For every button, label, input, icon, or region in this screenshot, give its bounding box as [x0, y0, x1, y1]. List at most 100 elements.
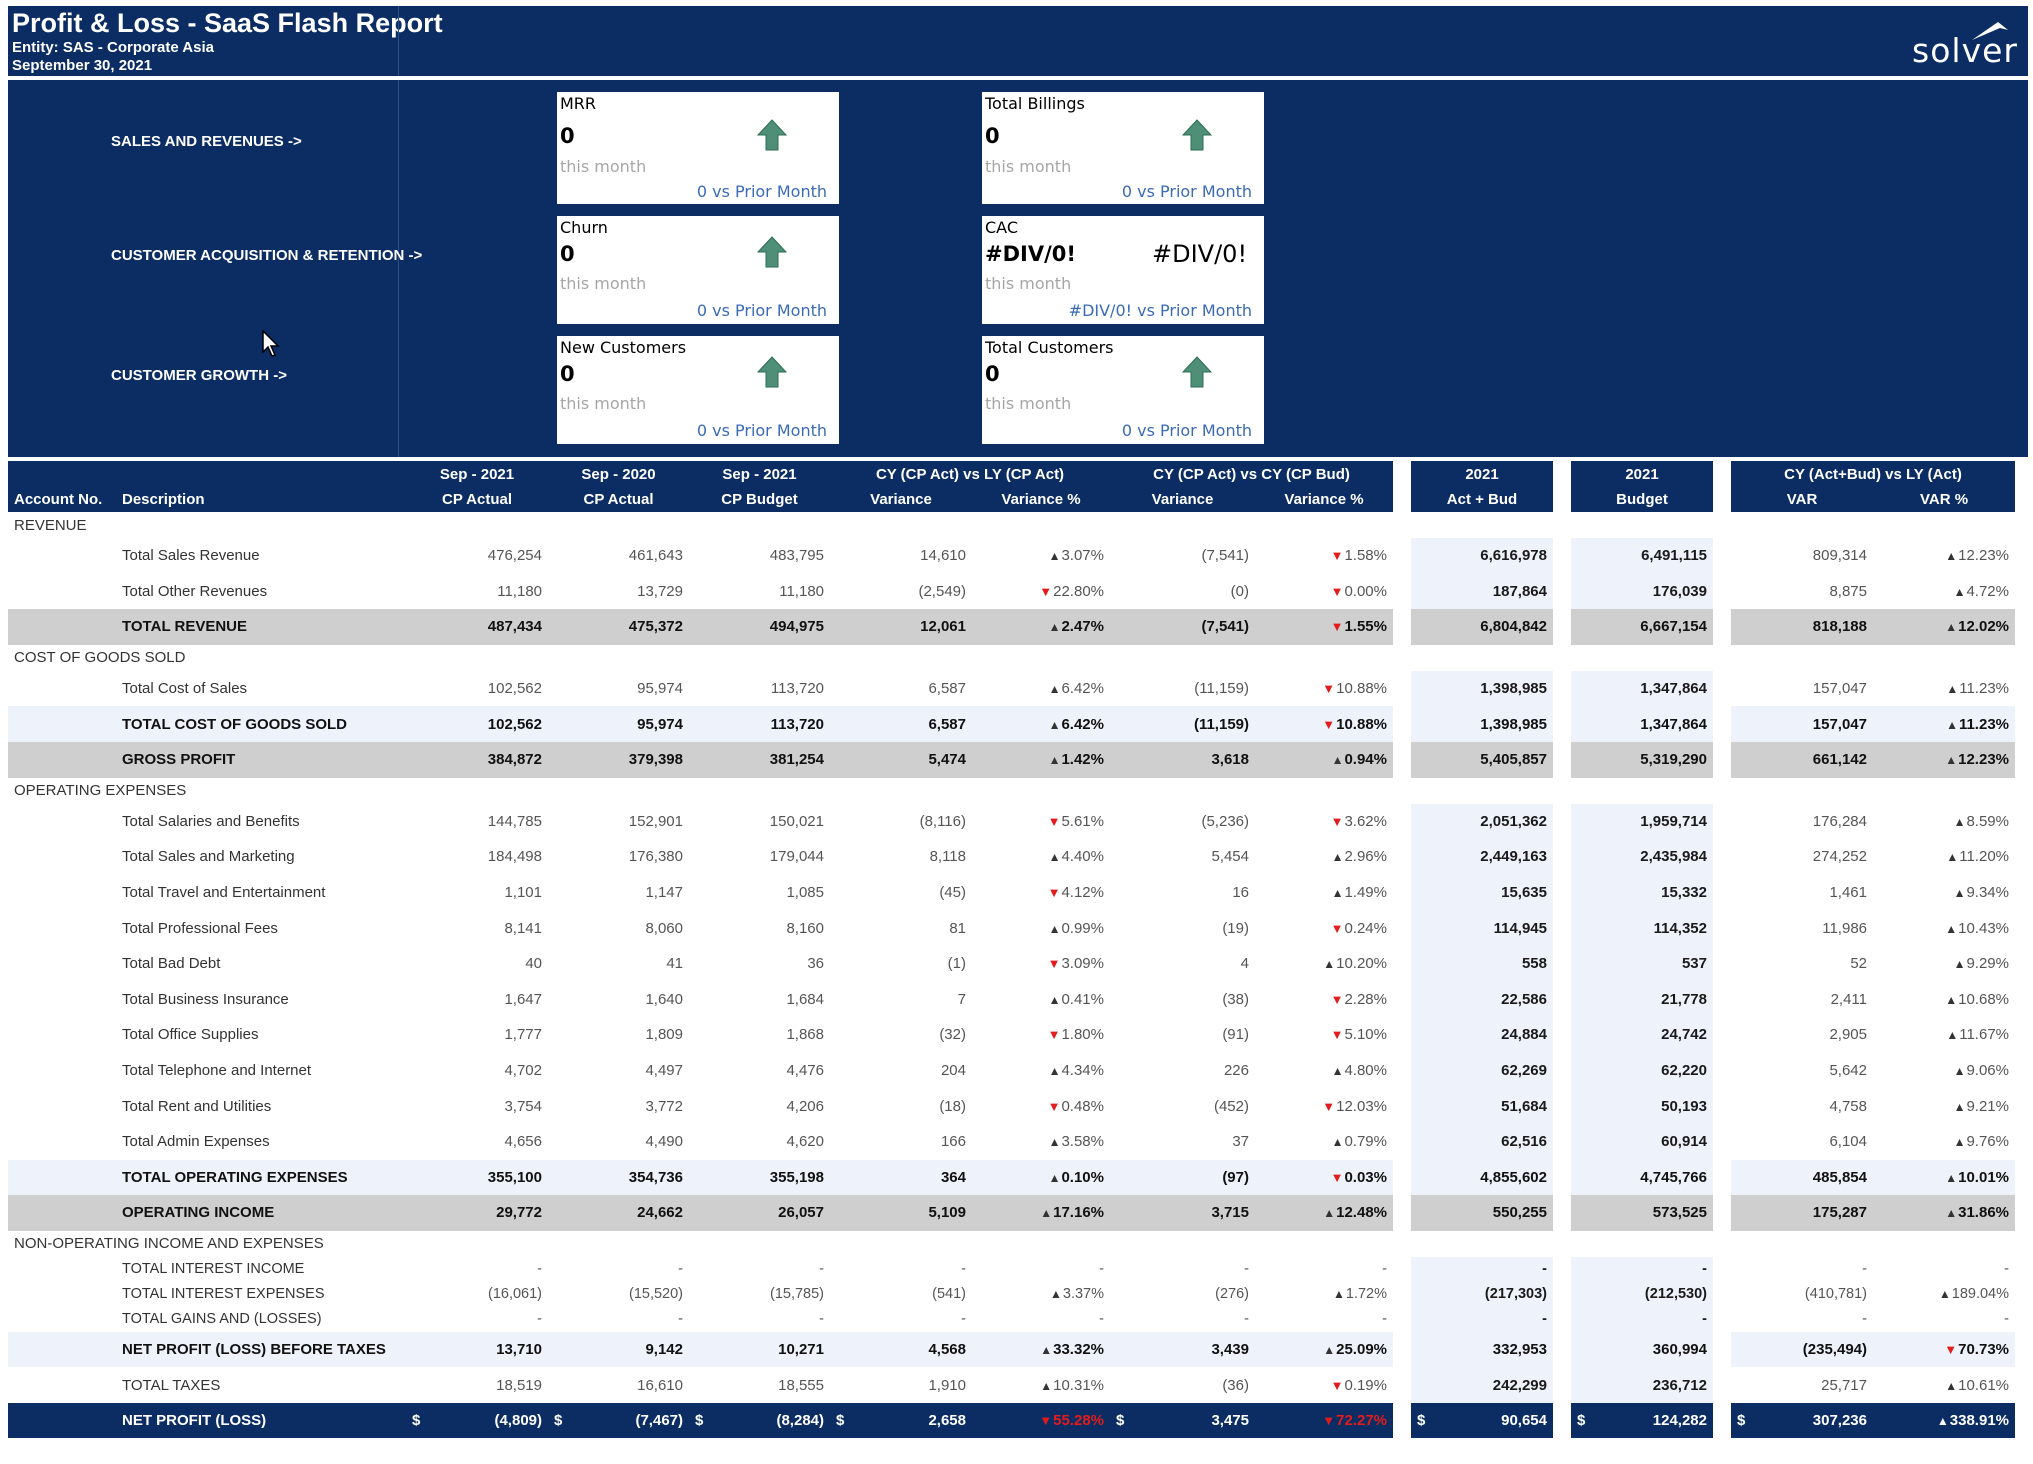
var-cell: 176,284 — [1731, 804, 1873, 840]
value-cell: 476,254 — [406, 538, 548, 574]
category-label: REVENUE — [14, 516, 87, 534]
variance-pct-cell: 12.03% — [1255, 1088, 1393, 1124]
value-cell: (0) — [1110, 574, 1255, 610]
value-text: 13,710 — [496, 1340, 542, 1358]
value-cell: 4,568 — [830, 1331, 972, 1368]
kpi-prior: #DIV/0! vs Prior Month — [1068, 301, 1252, 320]
spacer-cell — [1713, 1088, 1731, 1124]
value-cell: 113,720 — [689, 671, 830, 707]
value-text: 1,809 — [645, 1026, 683, 1044]
value-text: 5,454 — [1211, 848, 1249, 866]
value-text: 1,085 — [786, 884, 824, 902]
value-text: 461,643 — [628, 547, 683, 565]
variance-pct-cell: 33.32% — [972, 1331, 1110, 1368]
value-cell: 3,754 — [406, 1088, 548, 1124]
value-text: - — [1542, 1311, 1547, 1328]
value-cell: 355,100 — [406, 1159, 548, 1196]
value-text: 3,475 — [1211, 1412, 1249, 1430]
value-cell: 3,439 — [1110, 1331, 1255, 1368]
value-text: - — [819, 1311, 824, 1328]
value-text: (217,303) — [1484, 1286, 1547, 1303]
value-text: 124,282 — [1652, 1412, 1707, 1430]
var-cell: $307,236 — [1731, 1402, 1873, 1439]
table-header-row-2: Account No. Description CP Actual CP Act… — [8, 487, 2015, 512]
kpi-card-new-customers[interactable]: New Customers 0 this month 0 vs Prior Mo… — [557, 336, 839, 444]
value-text: (7,467) — [635, 1412, 683, 1430]
value-cell: (18) — [830, 1088, 972, 1124]
value-cell: 13,710 — [406, 1331, 548, 1368]
variance-pct-cell: 0.10% — [972, 1159, 1110, 1196]
account-no-cell — [8, 875, 116, 911]
value-text: 226 — [1223, 1062, 1249, 1080]
value-cell: 7 — [830, 982, 972, 1018]
kpi-card-cac[interactable]: CAC #DIV/0! #DIV/0! this month #DIV/0! v… — [982, 216, 1264, 324]
logo-text: solver — [1912, 31, 2018, 70]
act-bud-cell: 24,884 — [1411, 1017, 1553, 1053]
section-acquisition-link[interactable]: CUSTOMER ACQUISITION & RETENTION -> — [111, 247, 423, 264]
spacer-cell — [1713, 1123, 1731, 1160]
var-pct-cell: 9.29% — [1873, 946, 2015, 982]
budget-cell: 537 — [1571, 945, 1713, 982]
var-cell: 274,252 — [1731, 839, 1873, 875]
value-cell: 1,868 — [689, 1017, 830, 1053]
value-text: (15,785) — [769, 1286, 824, 1303]
value-cell: 364 — [830, 1159, 972, 1196]
value-cell: 6,587 — [830, 671, 972, 707]
value-text: 15,332 — [1661, 884, 1707, 902]
spacer-cell — [1713, 1367, 1731, 1403]
value-cell: 1,684 — [689, 982, 830, 1018]
value-text: (11,159) — [1193, 715, 1249, 733]
value-text: 102,562 — [487, 715, 542, 733]
value-cell: (38) — [1110, 982, 1255, 1018]
account-no-cell — [8, 1331, 116, 1368]
value-cell: (36) — [1110, 1367, 1255, 1403]
value-text: 4,206 — [786, 1097, 824, 1115]
value-text: 152,901 — [628, 812, 683, 830]
budget-cell: 573,525 — [1571, 1195, 1713, 1231]
col-header: Variance — [830, 487, 972, 512]
value-text: (19) — [1222, 919, 1249, 937]
value-cell: (5,236) — [1110, 804, 1255, 840]
value-text: 166 — [940, 1133, 966, 1151]
col-group-header: CY (Act+Bud) vs LY (Act) — [1731, 461, 2015, 487]
spacer-cell — [1393, 538, 1411, 574]
kpi-card-total-customers[interactable]: Total Customers 0 this month 0 vs Prior … — [982, 336, 1264, 444]
act-bud-cell: 62,516 — [1411, 1123, 1553, 1160]
value-cell: 4,476 — [689, 1053, 830, 1089]
value-cell: 26,057 — [689, 1195, 830, 1231]
table-row: Total Travel and Entertainment 1,101 1,147… — [8, 874, 2015, 911]
value-text: 18,519 — [496, 1376, 542, 1394]
value-cell: (19) — [1110, 910, 1255, 946]
value-text: 1,868 — [786, 1026, 824, 1044]
spacer-cell — [1393, 874, 1411, 911]
section-sales-link[interactable]: SALES AND REVENUES -> — [111, 133, 302, 150]
value-text: 62,269 — [1501, 1062, 1547, 1080]
value-cell: 8,160 — [689, 910, 830, 946]
var-pct-cell: - — [2004, 1261, 2009, 1278]
value-cell: 3,618 — [1110, 741, 1255, 778]
table-row: Total Cost of Sales 102,562 95,974 113,720 6… — [8, 670, 2015, 707]
kpi-card-churn[interactable]: Churn 0 this month 0 vs Prior Month — [557, 216, 839, 324]
budget-cell: 62,220 — [1571, 1052, 1713, 1089]
report-date: September 30, 2021 — [12, 57, 153, 74]
value-text: 179,044 — [769, 848, 824, 866]
value-text: 2,449,163 — [1480, 848, 1547, 866]
description-cell: Total Cost of Sales — [122, 680, 248, 698]
value-cell: (2,549) — [830, 574, 972, 610]
spacer-cell — [1553, 741, 1571, 778]
value-text: - — [678, 1261, 683, 1278]
table-row: Total Admin Expenses 4,656 4,490 4,620 166 3.… — [8, 1123, 2015, 1160]
value-text: 1,647 — [504, 990, 542, 1008]
value-text: 364 — [940, 1168, 966, 1186]
category-row: NON-OPERATING INCOME AND EXPENSES — [8, 1231, 2015, 1257]
description-cell: Total Other Revenues — [122, 582, 268, 600]
solver-logo: solver — [1888, 20, 2018, 70]
value-text: 3,772 — [645, 1097, 683, 1115]
kpi-value: 0 — [985, 124, 1000, 148]
section-growth-link[interactable]: CUSTOMER GROWTH -> — [111, 367, 287, 384]
variance-pct-cell: 4.12% — [972, 875, 1110, 911]
value-text: 3,715 — [1211, 1204, 1249, 1222]
kpi-card-mrr[interactable]: MRR 0 this month 0 vs Prior Month — [557, 92, 839, 204]
value-text: - — [961, 1261, 966, 1278]
kpi-card-billings[interactable]: Total Billings 0 this month 0 vs Prior M… — [982, 92, 1264, 204]
